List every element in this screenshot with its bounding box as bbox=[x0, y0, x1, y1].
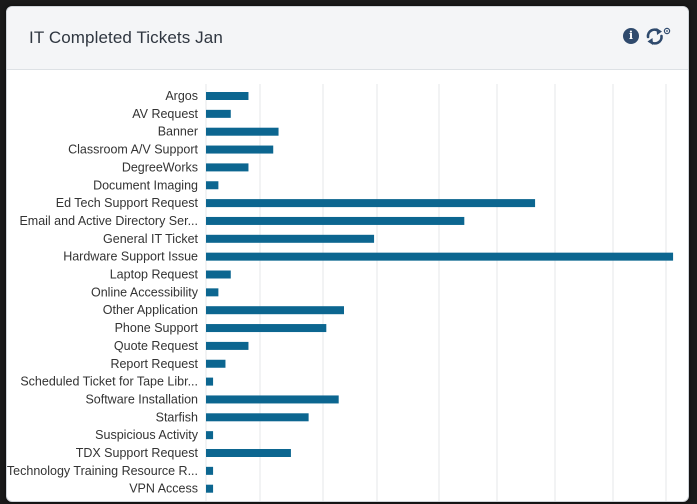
bar[interactable] bbox=[206, 127, 279, 136]
category-label: Technology Training Resource R... bbox=[7, 464, 198, 478]
card-title: IT Completed Tickets Jan bbox=[29, 28, 223, 47]
bar[interactable] bbox=[206, 395, 339, 404]
chart-area: Argos AV Request Banner Classroom A/V Suppo… bbox=[7, 70, 688, 501]
category-label: Scheduled Ticket for Tape Libr... bbox=[20, 375, 198, 389]
category-label: Quote Request bbox=[114, 339, 199, 353]
bar[interactable] bbox=[206, 377, 214, 386]
bar[interactable] bbox=[206, 449, 291, 457]
bar[interactable] bbox=[206, 466, 214, 475]
bar[interactable] bbox=[206, 341, 249, 350]
bar[interactable] bbox=[206, 109, 231, 118]
category-label: Software Installation bbox=[85, 392, 198, 406]
bar[interactable] bbox=[206, 145, 274, 154]
category-label: Other Application bbox=[103, 303, 198, 317]
category-label: Report Request bbox=[110, 357, 198, 371]
category-label: General IT Ticket bbox=[103, 232, 198, 246]
category-label: Banner bbox=[158, 125, 198, 139]
bar[interactable] bbox=[206, 270, 231, 279]
category-label: VPN Access bbox=[129, 482, 198, 496]
bar[interactable] bbox=[206, 163, 249, 172]
bar[interactable] bbox=[206, 181, 219, 190]
bar[interactable] bbox=[206, 288, 219, 297]
bar[interactable] bbox=[206, 216, 465, 225]
category-label: Suspicious Activity bbox=[95, 428, 199, 442]
bar[interactable] bbox=[206, 324, 327, 333]
bar-chart: Argos AV Request Banner Classroom A/V Suppo… bbox=[7, 84, 674, 501]
category-label: Starfish bbox=[156, 410, 198, 424]
category-label: Hardware Support Issue bbox=[63, 250, 198, 264]
category-label: Argos bbox=[165, 89, 198, 103]
category-label: Laptop Request bbox=[110, 268, 199, 282]
category-label: Phone Support bbox=[115, 321, 199, 335]
category-label: TDX Support Request bbox=[76, 446, 199, 460]
bar[interactable] bbox=[206, 431, 214, 440]
bar[interactable] bbox=[206, 306, 344, 315]
category-label: Email and Active Directory Ser... bbox=[19, 214, 198, 228]
category-label: Online Accessibility bbox=[91, 285, 199, 299]
category-label: Document Imaging bbox=[93, 178, 198, 192]
bar[interactable] bbox=[206, 484, 214, 493]
bar[interactable] bbox=[206, 199, 536, 208]
category-label: Ed Tech Support Request bbox=[56, 196, 199, 210]
category-label: DegreeWorks bbox=[122, 160, 198, 174]
bar[interactable] bbox=[206, 92, 249, 100]
card-header: IT Completed Tickets Jan i bbox=[7, 7, 688, 70]
bar[interactable] bbox=[206, 359, 226, 368]
bar[interactable] bbox=[206, 252, 674, 261]
bar[interactable] bbox=[206, 234, 375, 243]
bar[interactable] bbox=[206, 413, 309, 422]
category-label: Classroom A/V Support bbox=[68, 143, 198, 157]
info-circle-icon[interactable]: i bbox=[623, 28, 639, 44]
category-label: AV Request bbox=[132, 107, 198, 121]
chart-card: IT Completed Tickets Jan i Argos AV Reque… bbox=[6, 6, 689, 502]
refresh-icon[interactable] bbox=[645, 26, 671, 46]
